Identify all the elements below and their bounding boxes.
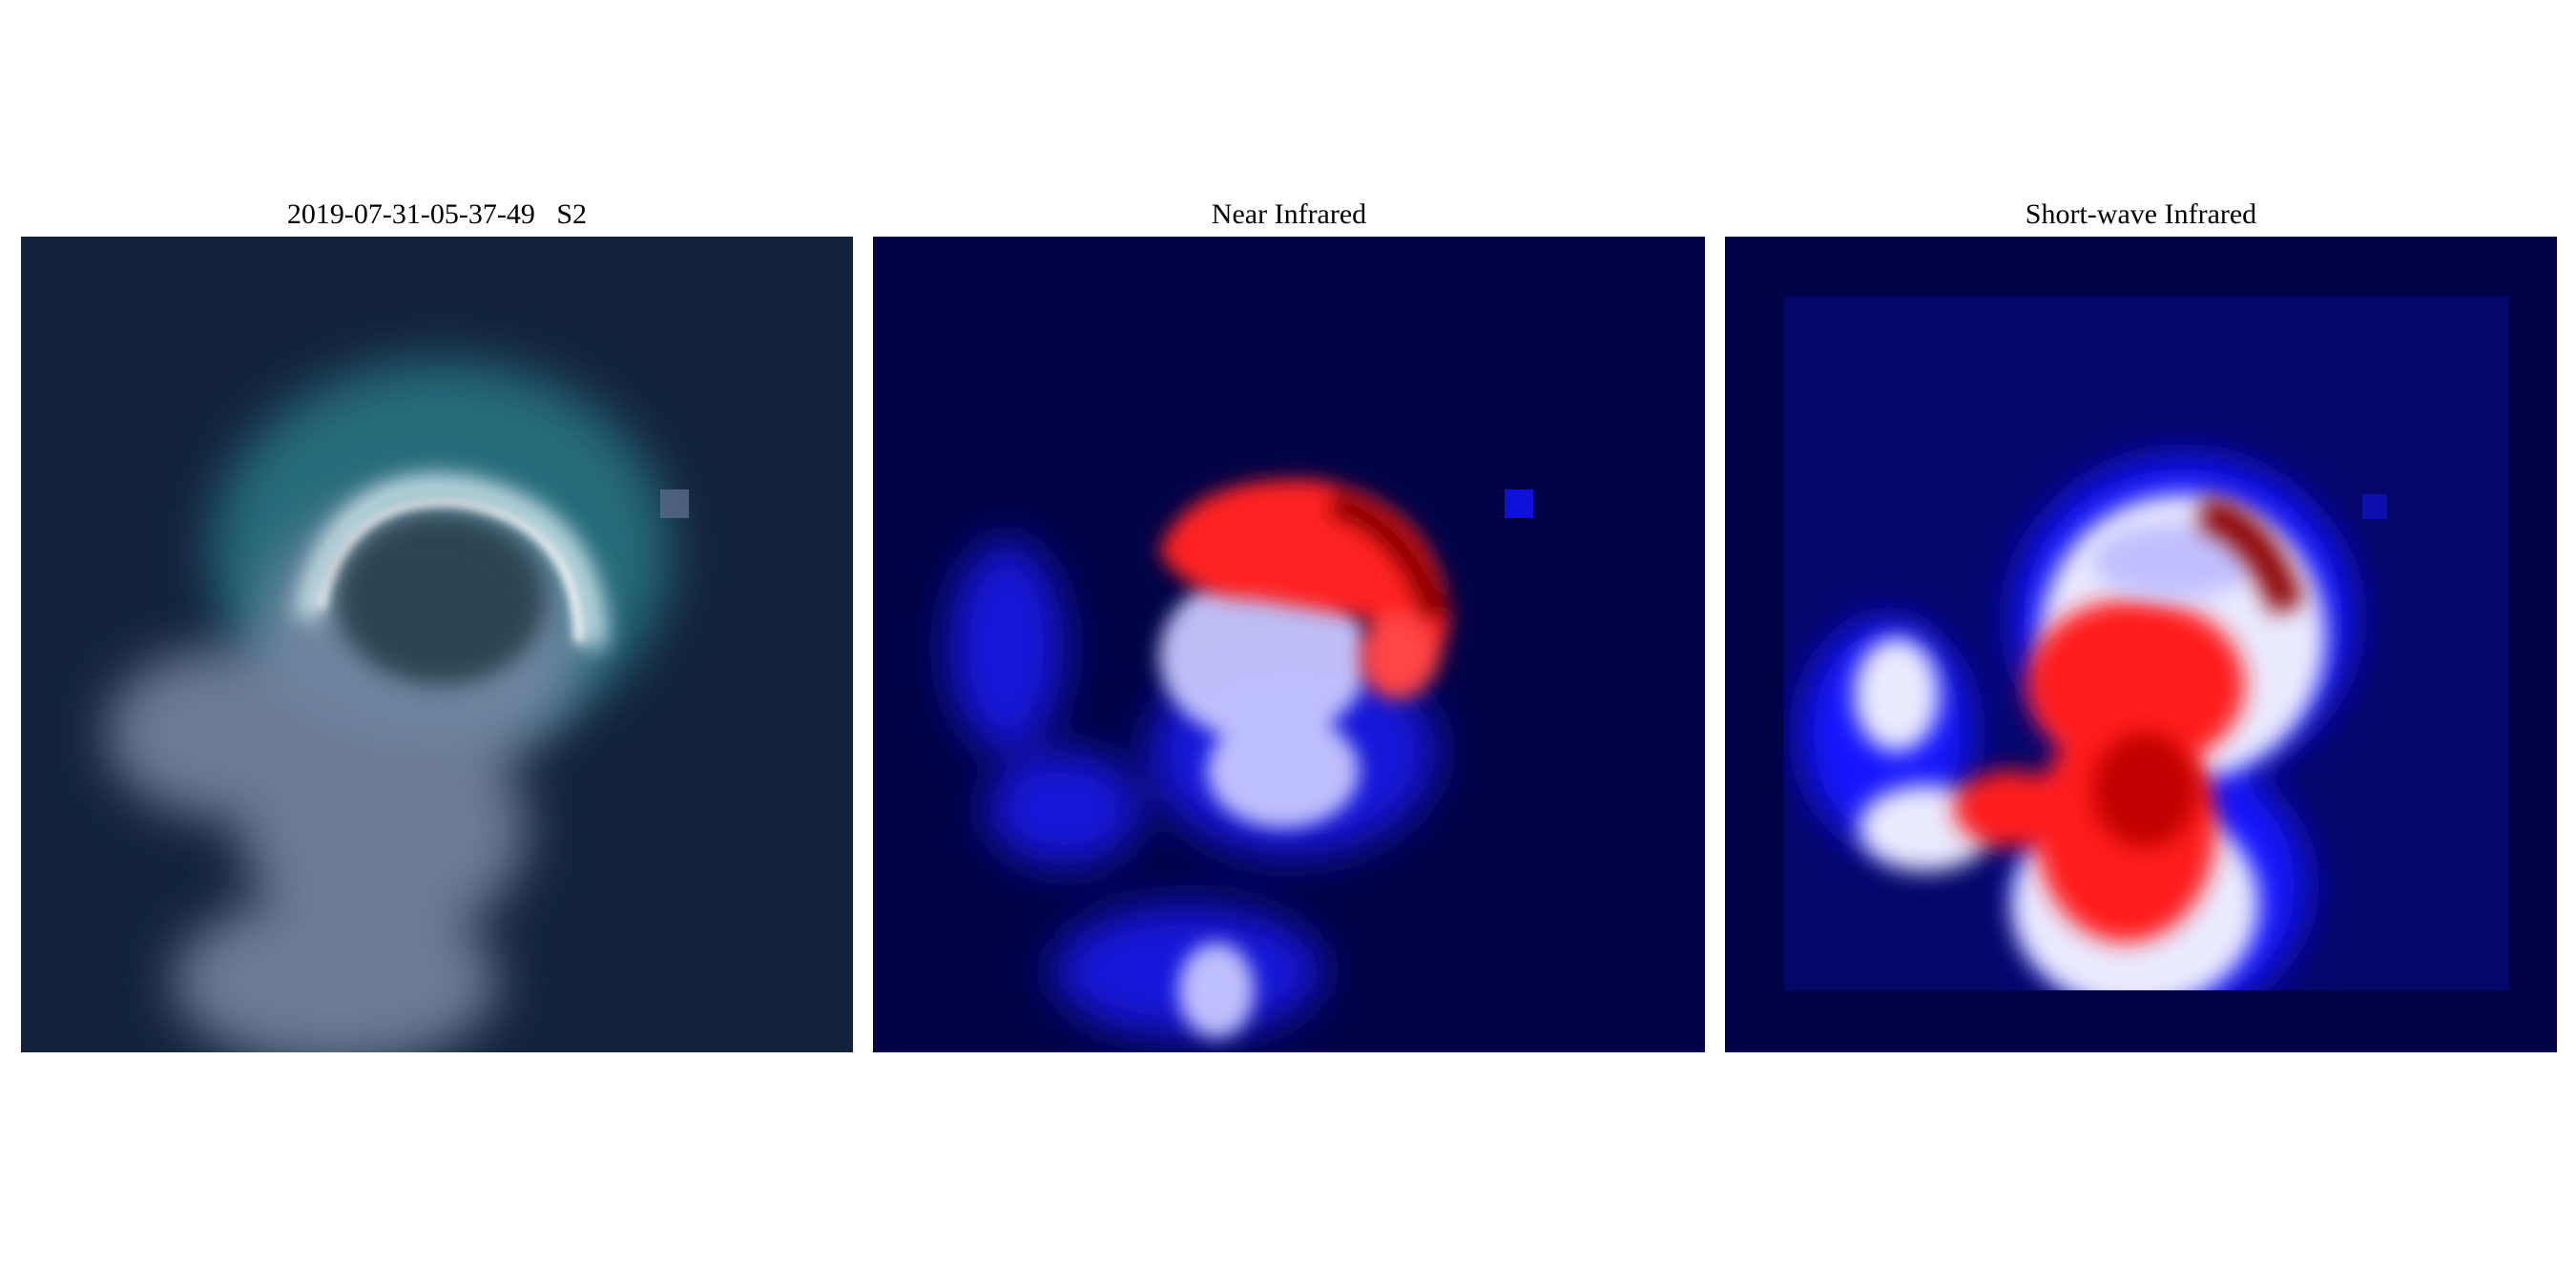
panel-title-swir: Short-wave Infrared — [2025, 198, 2257, 230]
rgb-image — [21, 237, 853, 1052]
swir-heatmap — [1725, 237, 2557, 1052]
panel-title-nir: Near Infrared — [1211, 198, 1367, 230]
panel-title-rgb: 2019-07-31-05-37-49 S2 — [286, 198, 588, 230]
nir-heatmap — [873, 237, 1705, 1052]
